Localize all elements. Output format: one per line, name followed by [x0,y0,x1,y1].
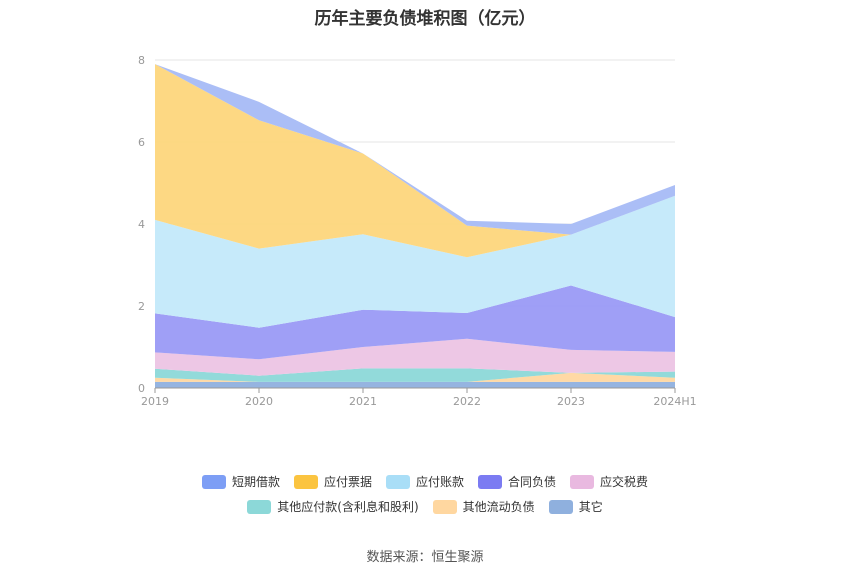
area-series [155,368,675,382]
legend-label: 合同负债 [508,475,557,489]
data-source: 数据来源：恒生聚源 [366,550,484,565]
legend-label: 应交税费 [600,475,649,489]
legend-item-others[interactable]: 其它 [548,498,603,515]
legend-item-taxes-payable[interactable]: 应交税费 [570,473,648,490]
legend-item-accounts-payable[interactable]: 应付账款 [385,473,464,490]
legend-swatch [570,474,595,489]
legend-row-2: 其他应付款(含利息和股利) 其他流动负债 其它 [0,498,850,515]
area-series [155,195,675,328]
legend-swatch [432,499,457,514]
y-tick-label: 0 [138,382,145,395]
area-series [155,64,675,258]
legend-row-1: 短期借款 应付票据 应付账款 合同负债 应交税费 [0,473,850,490]
chart-title: 历年主要负债堆积图（亿元） [314,9,536,29]
legend-swatch [293,474,318,489]
legend-label: 其它 [578,500,603,514]
legend-swatch [201,474,226,489]
y-tick-label: 4 [138,218,145,231]
legend-label: 应付票据 [323,475,372,489]
area-series [155,285,675,360]
x-tick-label: 2023 [557,395,585,408]
x-tick-label: 2021 [349,395,377,408]
legend-item-contract-liabilities[interactable]: 合同负债 [478,473,556,490]
y-tick-label: 2 [138,300,145,313]
x-tick-label: 2022 [453,395,481,408]
area-layer [155,64,675,388]
legend-label: 应付账款 [415,475,464,489]
legend-item-short-term-loans[interactable]: 短期借款 [201,473,280,490]
area-series [155,381,675,388]
legend-item-notes-payable[interactable]: 应付票据 [293,473,372,490]
area-series [155,338,675,376]
legend-label: 其他应付款(含利息和股利) [277,500,419,514]
y-tick-label: 6 [138,136,145,149]
x-tick-label: 2019 [141,395,169,408]
x-tick-label: 2024H1 [653,395,696,408]
axes: 0 2 4 6 8 2019 2020 2021 2022 2023 2024H1 [138,54,697,408]
legend-swatch [548,499,573,514]
legend-swatch [247,499,272,514]
legend-item-other-current-liabilities[interactable]: 其他流动负债 [432,498,535,515]
legend-label: 短期借款 [231,475,280,489]
legend-swatch [385,474,410,489]
legend-swatch [478,474,502,489]
x-tick-label: 2020 [245,395,273,408]
legend-item-other-payables[interactable]: 其他应付款(含利息和股利) [247,498,419,515]
y-tick-label: 8 [138,54,145,67]
legend-label: 其他流动负债 [462,500,535,514]
